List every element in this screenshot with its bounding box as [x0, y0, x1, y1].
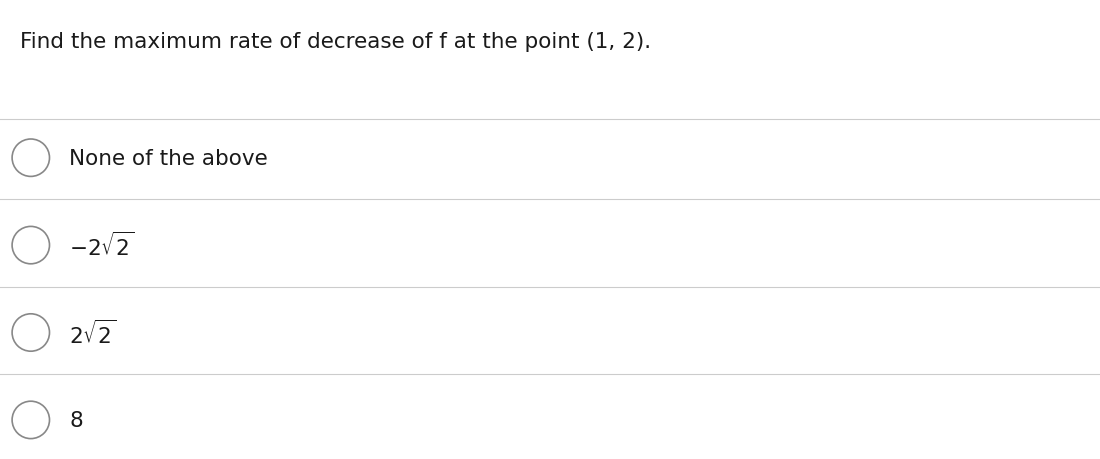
Text: $8$: $8$ — [69, 410, 84, 430]
Text: $-2\sqrt{2}$: $-2\sqrt{2}$ — [69, 231, 134, 260]
Text: None of the above: None of the above — [69, 148, 268, 168]
Text: $2\sqrt{2}$: $2\sqrt{2}$ — [69, 319, 117, 347]
Text: Find the maximum rate of decrease of f at the point (1, 2).: Find the maximum rate of decrease of f a… — [20, 32, 651, 52]
